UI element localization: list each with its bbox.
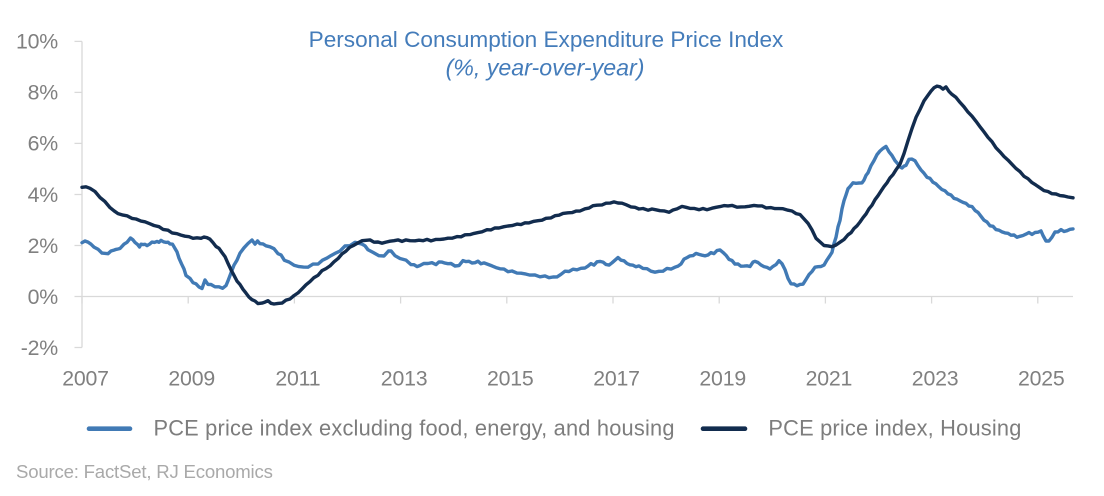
svg-text:(%, year-over-year): (%, year-over-year) xyxy=(446,55,645,81)
svg-text:10%: 10% xyxy=(16,30,58,54)
svg-text:0%: 0% xyxy=(28,285,59,309)
svg-text:2007: 2007 xyxy=(62,367,109,391)
svg-text:2013: 2013 xyxy=(381,367,428,391)
svg-text:8%: 8% xyxy=(28,81,59,105)
svg-text:2025: 2025 xyxy=(1018,367,1065,391)
svg-text:Personal Consumption Expenditu: Personal Consumption Expenditure Price I… xyxy=(309,27,784,52)
svg-text:2%: 2% xyxy=(28,234,59,258)
svg-text:PCE price index excluding food: PCE price index excluding food, energy, … xyxy=(154,415,675,440)
svg-text:PCE price index, Housing: PCE price index, Housing xyxy=(768,415,1021,440)
svg-text:-2%: -2% xyxy=(21,336,59,360)
svg-text:2021: 2021 xyxy=(806,367,853,391)
svg-text:2011: 2011 xyxy=(275,367,320,391)
svg-text:2019: 2019 xyxy=(699,367,746,391)
svg-text:2023: 2023 xyxy=(912,367,959,391)
svg-text:4%: 4% xyxy=(28,183,59,207)
svg-text:2009: 2009 xyxy=(168,367,215,391)
svg-text:2017: 2017 xyxy=(593,367,640,391)
svg-text:6%: 6% xyxy=(28,132,59,156)
svg-text:2015: 2015 xyxy=(487,367,534,391)
svg-text:Source: FactSet, RJ Economics: Source: FactSet, RJ Economics xyxy=(16,461,273,482)
